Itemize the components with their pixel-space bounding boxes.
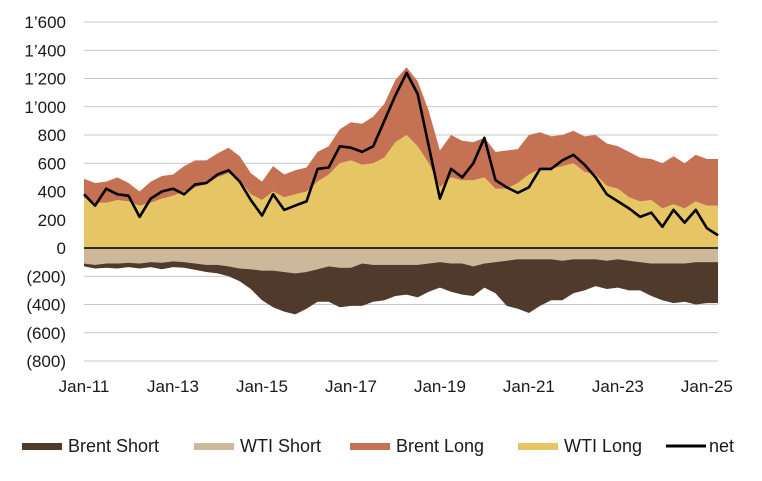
x-tick-label: Jan-21 [503, 377, 555, 396]
y-tick-label: (800) [26, 352, 66, 371]
y-tick-label: 0 [57, 239, 66, 258]
legend-label-wti-long: WTI Long [564, 436, 642, 456]
area-brent-short [84, 259, 718, 315]
x-tick-label: Jan-15 [236, 377, 288, 396]
area-wti-long [84, 135, 718, 248]
y-tick-label: 1’000 [24, 98, 66, 117]
y-tick-label: 400 [38, 183, 66, 202]
y-tick-label: 1’200 [24, 70, 66, 89]
area-brent-long [84, 67, 718, 209]
y-axis-ticks: 1’600 1’400 1’200 1’000 800 600 400 200 0 (200) (4… [24, 13, 66, 371]
area-series [84, 67, 718, 315]
y-tick-label: (600) [26, 324, 66, 343]
legend: Brent Short WTI Short Brent Long WTI Long ne… [22, 436, 734, 456]
x-tick-label: Jan-25 [681, 377, 733, 396]
legend-label-brent-long: Brent Long [396, 436, 484, 456]
area-wti-short [84, 248, 718, 274]
x-tick-label: Jan-13 [147, 377, 199, 396]
legend-swatch-brent-short [22, 443, 62, 450]
net-line-series [83, 71, 719, 237]
x-axis-ticks: Jan-11 Jan-13 Jan-15 Jan-17 Jan-19 Jan-21 Jan-… [59, 377, 733, 396]
y-tick-label: 200 [38, 211, 66, 230]
x-tick-label: Jan-23 [592, 377, 644, 396]
legend-swatch-wti-long [518, 443, 558, 450]
legend-swatch-brent-long [350, 443, 390, 450]
y-tick-label: 1’400 [24, 41, 66, 60]
legend-label-net: net [709, 436, 734, 456]
legend-label-wti-short: WTI Short [240, 436, 321, 456]
y-tick-label: 800 [38, 126, 66, 145]
legend-swatch-wti-short [194, 443, 234, 450]
y-tick-label: (200) [26, 267, 66, 286]
legend-label-brent-short: Brent Short [68, 436, 159, 456]
line-net [83, 71, 719, 237]
y-tick-label: 1’600 [24, 13, 66, 32]
x-tick-label: Jan-11 [59, 377, 110, 396]
y-tick-label: 600 [38, 154, 66, 173]
x-tick-label: Jan-19 [414, 377, 466, 396]
x-tick-label: Jan-17 [325, 377, 377, 396]
y-tick-label: (400) [26, 296, 66, 315]
